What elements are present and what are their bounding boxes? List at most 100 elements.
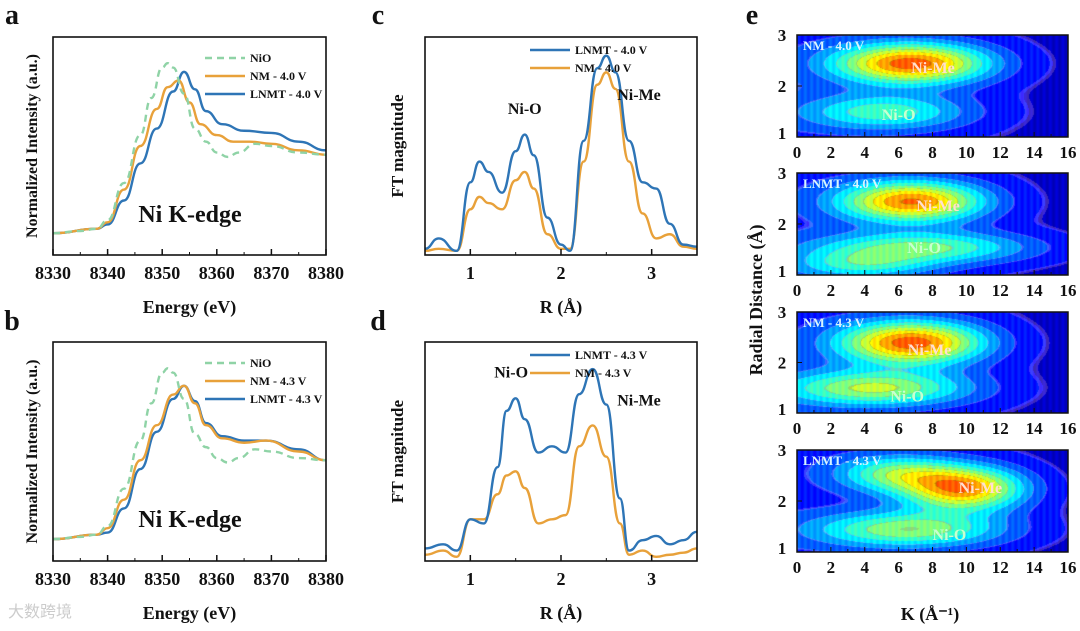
- x-tick-label: 8: [928, 281, 937, 300]
- y-axis-label: FT magnitude: [388, 399, 407, 503]
- x-tick-label: 10: [958, 143, 975, 162]
- legend-label: NM - 4.3 V: [250, 374, 307, 388]
- peak-label: Ni-O: [508, 101, 542, 118]
- peak-label: Ni-Me: [908, 342, 952, 359]
- series-line: [424, 54, 698, 253]
- peak-label: Ni-Me: [617, 392, 661, 409]
- panel-c: [424, 36, 698, 256]
- x-tick-label: 8330: [35, 569, 71, 589]
- panel-letter-d: d: [370, 306, 386, 337]
- x-tick-label: 2: [827, 419, 836, 438]
- heatmap-title: NM - 4.0 V: [803, 38, 865, 53]
- y-tick-label: 1: [778, 262, 787, 281]
- x-tick-label: 8340: [90, 263, 126, 283]
- x-tick-label: 12: [992, 558, 1009, 577]
- peak-label: Ni-O: [933, 527, 967, 544]
- x-tick-label: 10: [958, 558, 975, 577]
- x-axis-label: R (Å): [540, 603, 583, 624]
- x-tick-label: 3: [647, 569, 656, 589]
- peak-label: Ni-O: [907, 240, 941, 257]
- series-line: [52, 367, 327, 541]
- x-tick-label: 8350: [144, 263, 180, 283]
- x-tick-label: 0: [793, 419, 802, 438]
- x-tick-label: 8380: [308, 569, 344, 589]
- y-tick-label: 1: [778, 400, 787, 419]
- x-tick-label: 0: [793, 281, 802, 300]
- x-tick-label: 8: [928, 558, 937, 577]
- x-tick-label: 14: [1026, 419, 1044, 438]
- x-axis-label: R (Å): [540, 297, 583, 318]
- legend-label: LNMT - 4.3 V: [250, 392, 323, 406]
- y-tick-label: 2: [778, 77, 787, 96]
- x-tick-label: 2: [557, 569, 566, 589]
- x-tick-label: 16: [1060, 419, 1077, 438]
- x-tick-label: 4: [861, 558, 870, 577]
- peak-label: Ni-O: [882, 107, 916, 124]
- x-tick-label: 2: [557, 263, 566, 283]
- y-axis-label: FT magnitude: [388, 94, 407, 198]
- x-tick-label: 10: [958, 419, 975, 438]
- peak-label: Ni-Me: [959, 480, 1003, 497]
- x-axis-label: Energy (eV): [143, 603, 236, 624]
- y-tick-label: 2: [778, 215, 787, 234]
- y-tick-label: 1: [778, 124, 787, 143]
- y-axis-label: Normalized Intensity (a.u.): [24, 54, 41, 238]
- panel-letter-e: e: [746, 0, 758, 31]
- heatmap-title: LNMT - 4.0 V: [803, 176, 882, 191]
- panel-letter-a: a: [5, 0, 19, 31]
- x-axis-label: K (Å⁻¹): [901, 604, 959, 625]
- x-tick-label: 16: [1060, 558, 1077, 577]
- wavelet-heatmap: [797, 312, 1068, 413]
- x-tick-label: 8360: [199, 263, 235, 283]
- x-tick-label: 12: [992, 281, 1009, 300]
- legend-label: LNMT - 4.0 V: [575, 43, 648, 57]
- legend-label: LNMT - 4.3 V: [575, 348, 648, 362]
- y-tick-label: 3: [778, 164, 787, 183]
- series-line: [52, 384, 327, 541]
- annotation-ni-k-edge: Ni K-edge: [138, 507, 242, 533]
- x-tick-label: 4: [861, 281, 870, 300]
- series-line: [52, 70, 327, 235]
- x-tick-label: 8350: [144, 569, 180, 589]
- x-tick-label: 8360: [199, 569, 235, 589]
- panel-b: [52, 341, 327, 562]
- legend-label: NM - 4.0 V: [250, 69, 307, 83]
- peak-label: Ni-O: [890, 388, 924, 405]
- y-tick-label: 3: [778, 303, 787, 322]
- x-tick-label: 6: [894, 558, 903, 577]
- annotation-ni-k-edge: Ni K-edge: [138, 202, 242, 228]
- peak-label: Ni-Me: [617, 87, 661, 104]
- wavelet-heatmap: [797, 35, 1068, 137]
- x-tick-label: 8: [928, 419, 937, 438]
- x-axis-label: Energy (eV): [143, 297, 236, 318]
- x-tick-label: 14: [1026, 558, 1044, 577]
- x-tick-label: 8340: [90, 569, 126, 589]
- x-tick-label: 3: [647, 263, 656, 283]
- x-tick-label: 16: [1060, 143, 1077, 162]
- heatmap-title: LNMT - 4.3 V: [803, 453, 882, 468]
- series-line: [424, 71, 698, 253]
- y-tick-label: 1: [778, 539, 787, 558]
- y-tick-label: 3: [778, 26, 787, 45]
- x-tick-label: 4: [861, 143, 870, 162]
- panel-d: [424, 341, 698, 562]
- x-tick-label: 8330: [35, 263, 71, 283]
- x-tick-label: 12: [992, 143, 1009, 162]
- panel-a: [52, 36, 327, 256]
- panel-letter-b: b: [4, 306, 20, 337]
- series-line: [52, 61, 327, 235]
- x-tick-label: 4: [861, 419, 870, 438]
- y-axis-label: Normalized Intensity (a.u.): [24, 360, 41, 544]
- legend-label: NiO: [250, 356, 271, 370]
- watermark: 大数跨境: [8, 602, 73, 621]
- x-tick-label: 1: [466, 569, 475, 589]
- legend-label: NM - 4.3 V: [575, 366, 632, 380]
- x-tick-label: 0: [793, 558, 802, 577]
- legend-label: NiO: [250, 51, 271, 65]
- x-tick-label: 0: [793, 143, 802, 162]
- peak-label: Ni-Me: [916, 198, 960, 215]
- x-tick-label: 2: [827, 143, 836, 162]
